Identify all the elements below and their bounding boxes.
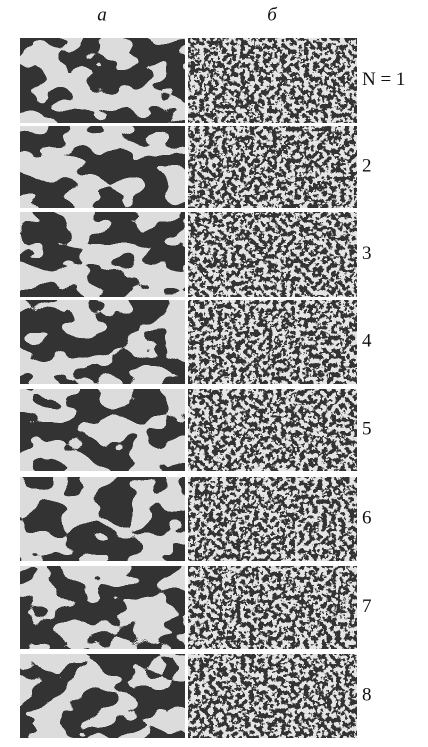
row-label: 3 xyxy=(362,243,372,264)
domain-pattern xyxy=(20,477,185,561)
row-label: N = 1 xyxy=(362,69,405,90)
noise-pattern xyxy=(188,477,357,561)
domain-pattern xyxy=(20,300,185,384)
noise-pattern xyxy=(188,389,357,471)
row-label: 2 xyxy=(362,155,372,176)
noise-pattern xyxy=(188,566,357,649)
domain-pattern xyxy=(20,212,185,297)
row-label: 6 xyxy=(362,507,372,528)
row-label: 7 xyxy=(362,596,372,617)
row-label: 8 xyxy=(362,684,372,705)
noise-pattern xyxy=(188,654,357,738)
domain-pattern xyxy=(20,654,185,738)
domain-pattern xyxy=(20,126,185,208)
domain-pattern xyxy=(20,566,185,649)
column-label: б xyxy=(267,4,278,25)
row-label: 4 xyxy=(362,330,372,351)
row-label: 5 xyxy=(362,418,372,439)
noise-pattern xyxy=(188,212,357,297)
noise-pattern xyxy=(188,38,357,123)
domain-pattern xyxy=(20,38,185,123)
column-label: а xyxy=(97,4,107,25)
noise-pattern xyxy=(188,300,357,384)
noise-pattern xyxy=(188,126,357,208)
domain-pattern xyxy=(20,389,185,471)
